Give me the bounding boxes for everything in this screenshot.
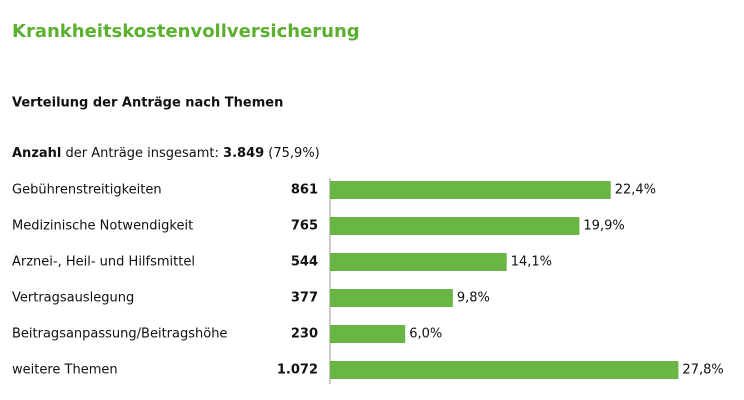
category-label: Arznei-, Heil- und Hilfsmittel: [12, 255, 195, 270]
chart-subtitle: Verteilung der Anträge nach Themen: [12, 96, 283, 111]
summary: Anzahl der Anträge insgesamt: 3.849 (75,…: [12, 146, 320, 161]
value-label: 27,8%: [682, 363, 723, 378]
value-label: 6,0%: [409, 327, 442, 342]
value-label: 14,1%: [511, 255, 552, 270]
summary-part: (75,9%): [264, 146, 320, 161]
count-label: 765: [291, 219, 318, 234]
count-label: 861: [291, 183, 318, 198]
bar: [330, 181, 611, 199]
bar: [330, 325, 406, 343]
category-label: Medizinische Notwendigkeit: [12, 219, 193, 234]
bar: [330, 289, 453, 307]
count-label: 377: [291, 291, 318, 306]
count-label: 230: [291, 327, 318, 342]
category-label: Gebührenstreitigkeiten: [12, 183, 162, 198]
category-label: Vertragsauslegung: [12, 291, 134, 306]
category-label: weitere Themen: [12, 363, 118, 378]
bar: [330, 217, 580, 235]
summary-part: 3.849: [223, 146, 264, 161]
bar: [330, 253, 507, 271]
category-label: Beitragsanpassung/Beitragshöhe: [12, 327, 227, 342]
summary-part: Anzahl: [12, 146, 61, 161]
value-label: 22,4%: [615, 183, 656, 198]
chart-title: Krankheitskostenvollversicherung: [12, 21, 360, 42]
count-label: 1.072: [277, 363, 318, 378]
count-label: 544: [291, 255, 318, 270]
summary-part: der Anträge insgesamt:: [61, 146, 223, 161]
bar: [330, 361, 679, 379]
value-label: 9,8%: [457, 291, 490, 306]
value-label: 19,9%: [583, 219, 624, 234]
